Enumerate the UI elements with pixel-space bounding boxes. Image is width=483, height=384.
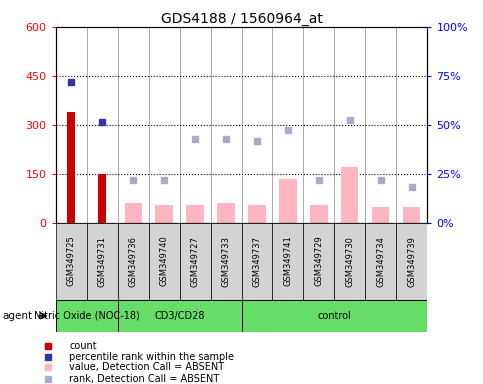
Bar [248,205,266,223]
Text: GSM349739: GSM349739 [408,236,416,286]
Text: GSM349737: GSM349737 [253,236,261,286]
Bar [211,223,242,300]
Bar [242,223,272,300]
Text: GSM349740: GSM349740 [159,236,169,286]
Title: GDS4188 / 1560964_at: GDS4188 / 1560964_at [160,12,323,26]
Text: GSM349727: GSM349727 [190,236,199,286]
Bar [186,205,203,223]
Text: rank, Detection Call = ABSENT: rank, Detection Call = ABSENT [69,374,219,384]
Bar [334,223,366,300]
Text: GSM349734: GSM349734 [376,236,385,286]
Bar [341,167,358,223]
Bar [372,207,389,223]
Bar [303,223,334,300]
Bar [366,223,397,300]
Text: value, Detection Call = ABSENT: value, Detection Call = ABSENT [69,362,224,372]
Bar [272,223,303,300]
Text: GSM349733: GSM349733 [222,236,230,286]
Text: count: count [69,341,97,351]
Bar [180,223,211,300]
Bar [67,112,75,223]
Bar [117,300,242,332]
Bar [125,203,142,223]
Text: GSM349736: GSM349736 [128,236,138,286]
Text: control: control [318,311,351,321]
Text: GSM349731: GSM349731 [98,236,107,286]
Text: GSM349725: GSM349725 [67,236,75,286]
Text: CD3/CD28: CD3/CD28 [154,311,205,321]
Bar [311,205,327,223]
Text: GSM349729: GSM349729 [314,236,324,286]
Text: GSM349741: GSM349741 [284,236,293,286]
Bar [217,203,235,223]
Text: percentile rank within the sample: percentile rank within the sample [69,352,234,362]
Bar [149,223,180,300]
Bar [56,300,117,332]
Bar [280,179,297,223]
Bar [98,174,106,223]
Bar [397,223,427,300]
Text: agent: agent [2,311,32,321]
Bar [117,223,149,300]
Bar [242,300,427,332]
Bar [403,207,421,223]
Bar [86,223,117,300]
Bar [56,223,86,300]
Bar [156,205,172,223]
Text: GSM349730: GSM349730 [345,236,355,286]
Text: Nitric Oxide (NOC-18): Nitric Oxide (NOC-18) [34,311,140,321]
